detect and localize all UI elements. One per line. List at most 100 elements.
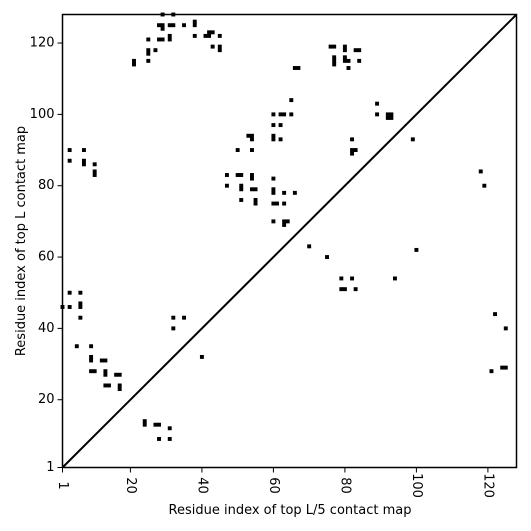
contact-point (346, 58, 351, 63)
contact-point (342, 44, 347, 49)
contact-point (192, 33, 197, 38)
contact-point (132, 58, 136, 63)
x-tick-label: 100 (409, 473, 424, 498)
x-tick-label: 1 (55, 481, 70, 489)
contact-point (132, 62, 136, 67)
x-tick-label: 120 (480, 473, 495, 498)
x-axis-ticks: 1 20 40 60 80 100 120 (55, 467, 495, 498)
contact-point (67, 305, 72, 309)
contact-point (103, 358, 108, 363)
contact-point (342, 287, 347, 292)
contact-point (249, 173, 254, 177)
contact-point (167, 37, 172, 42)
contact-point (167, 426, 172, 431)
contact-point (114, 372, 119, 377)
contact-point (289, 112, 294, 117)
contact-point (89, 369, 94, 374)
contact-point (239, 183, 244, 188)
contact-point (503, 326, 508, 331)
x-tick-label: 60 (266, 477, 281, 494)
contact-point (253, 198, 258, 202)
contact-point (89, 344, 94, 349)
contact-point (350, 276, 355, 281)
contact-point (210, 30, 215, 35)
contact-point (167, 33, 172, 38)
contact-point (332, 62, 337, 67)
contact-point (217, 48, 222, 53)
plot-frame (61, 13, 518, 469)
contact-point (182, 23, 187, 28)
contact-point (346, 66, 351, 70)
contact-point (478, 169, 483, 174)
contact-point (328, 44, 333, 49)
contact-point (249, 148, 254, 153)
contact-point (353, 48, 358, 53)
contact-point (203, 33, 208, 38)
contact-point (103, 369, 108, 374)
contact-point (307, 244, 312, 249)
y-tick-label: 60 (38, 250, 55, 265)
contact-point (142, 419, 147, 424)
contact-point (339, 287, 344, 292)
contact-point (146, 58, 151, 63)
contact-point (224, 183, 229, 188)
contact-point (81, 162, 86, 167)
contact-point (192, 19, 197, 24)
contact-point (410, 137, 415, 142)
contact-point (167, 437, 172, 441)
contact-point (500, 365, 505, 370)
contact-point (392, 276, 397, 281)
points-layer (60, 12, 508, 441)
contact-point (207, 30, 212, 35)
contact-point (282, 222, 287, 227)
contact-point (278, 123, 283, 128)
contact-point (107, 383, 111, 388)
contact-point (282, 219, 287, 224)
contact-point (353, 148, 358, 153)
contact-point (146, 51, 151, 56)
contact-point (103, 372, 108, 377)
contact-point (357, 58, 362, 63)
contact-point (271, 219, 276, 224)
contact-point (217, 44, 222, 49)
contact-point (92, 162, 97, 167)
contact-point (117, 372, 122, 377)
contact-point (67, 158, 72, 163)
contact-point (157, 23, 161, 28)
contact-point (271, 133, 276, 138)
contact-point (332, 55, 337, 60)
contact-point (92, 173, 97, 177)
contact-point (171, 315, 176, 320)
contact-point (350, 137, 355, 142)
contact-point (375, 101, 380, 106)
contact-point (67, 290, 72, 295)
contact-point (146, 48, 151, 53)
contact-point (275, 201, 279, 206)
contact-point (246, 133, 251, 138)
diagonal-line (61, 13, 518, 469)
contact-point (92, 369, 97, 374)
contact-point (157, 437, 161, 441)
contact-point (146, 37, 151, 42)
y-tick-label: 20 (38, 392, 55, 407)
contact-point (389, 112, 394, 117)
contact-point (81, 148, 86, 153)
contact-point (81, 158, 86, 163)
y-tick-label: 1 (46, 460, 54, 475)
contact-point (282, 190, 287, 195)
contact-point (239, 198, 244, 202)
contact-point (271, 176, 276, 181)
contact-point (292, 66, 297, 70)
contact-point (207, 33, 212, 38)
contact-point (182, 315, 187, 320)
contact-point (67, 148, 72, 153)
contact-point (153, 48, 158, 53)
contact-point (339, 276, 344, 281)
contact-point (325, 255, 330, 260)
contact-point (157, 37, 161, 42)
y-axis-label: Residue index of top L contact map (14, 126, 29, 356)
contact-point (271, 190, 276, 195)
contact-point (199, 354, 204, 359)
contact-point (271, 201, 276, 206)
